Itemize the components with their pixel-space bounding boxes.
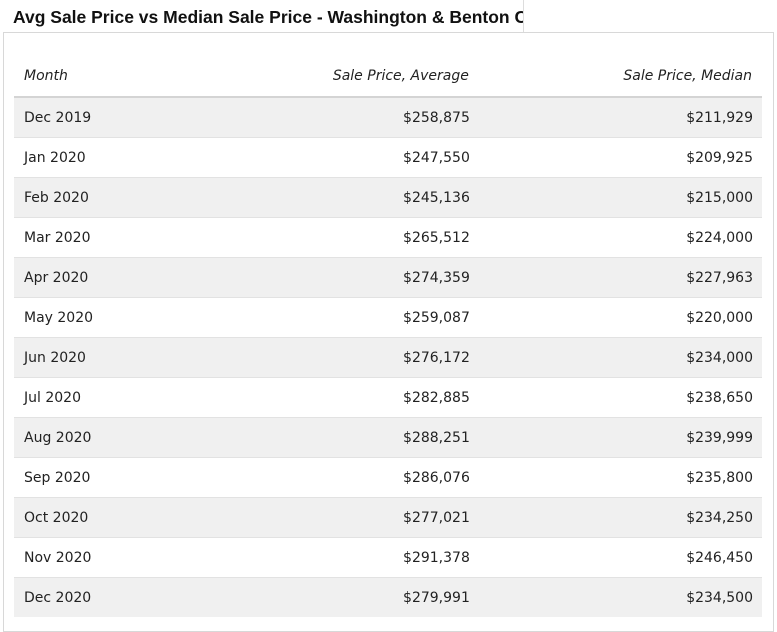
table-cell: $274,359 (181, 257, 479, 298)
table-cell: $288,251 (181, 417, 479, 458)
table-cell: $209,925 (478, 137, 762, 178)
title: Avg Sale Price vs Median Sale Price - Wa… (13, 7, 524, 27)
table-row: Jul 2020 $282,885 $238,650 (14, 377, 762, 418)
table-cell: $224,000 (478, 217, 762, 258)
table-cell: Sep 2020 (14, 457, 182, 498)
table-cell: $286,076 (181, 457, 479, 498)
column-header: Sale Price, Median (478, 55, 762, 98)
title-tab: Avg Sale Price vs Median Sale Price - Wa… (5, 0, 524, 32)
column-header: Month (14, 55, 182, 98)
table-cell: $291,378 (181, 537, 479, 578)
table-cell: $247,550 (181, 137, 479, 178)
table-cell: $220,000 (478, 297, 762, 338)
table-row: Feb 2020 $245,136 $215,000 (14, 177, 762, 218)
table-cell: $227,963 (478, 257, 762, 298)
table-cell: Dec 2020 (14, 577, 182, 617)
table-cell: $279,991 (181, 577, 479, 617)
table-cell: $245,136 (181, 177, 479, 218)
table-cell: $276,172 (181, 337, 479, 378)
header-row: Month Sale Price, Average Sale Price, Me… (14, 55, 762, 98)
page: Avg Sale Price vs Median Sale Price - Wa… (3, 0, 774, 632)
table-cell: $258,875 (181, 96, 479, 138)
table-row: Dec 2020 $279,991 $234,500 (14, 577, 762, 617)
table-row: Sep 2020 $286,076 $235,800 (14, 457, 762, 498)
table-cell: $234,250 (478, 497, 762, 538)
table-cell: $282,885 (181, 377, 479, 418)
table-cell: $234,500 (478, 577, 762, 617)
table-cell: Nov 2020 (14, 537, 182, 578)
table-cell: Jul 2020 (14, 377, 182, 418)
table-cell: Dec 2019 (14, 96, 182, 138)
table-body: Dec 2019 $258,875 $211,929 Jan 2020 $247,550… (14, 96, 762, 617)
table-cell: $238,650 (478, 377, 762, 418)
table-cell: $246,450 (478, 537, 762, 578)
table-cell: Aug 2020 (14, 417, 182, 458)
table-cell: Apr 2020 (14, 257, 182, 298)
table-cell: Oct 2020 (14, 497, 182, 538)
table-cell: $239,999 (478, 417, 762, 458)
table-row: Oct 2020 $277,021 $234,250 (14, 497, 762, 538)
table-row: Apr 2020 $274,359 $227,963 (14, 257, 762, 298)
table-cell: Jun 2020 (14, 337, 182, 378)
table-cell: Jan 2020 (14, 137, 182, 178)
table-cell: $235,800 (478, 457, 762, 498)
table-row: Nov 2020 $291,378 $246,450 (14, 537, 762, 578)
table-row: Aug 2020 $288,251 $239,999 (14, 417, 762, 458)
table-cell: Mar 2020 (14, 217, 182, 258)
table: Month Sale Price, Average Sale Price, Me… (14, 55, 762, 617)
table-cell: $265,512 (181, 217, 479, 258)
table-cell: $211,929 (478, 96, 762, 138)
table-cell: $215,000 (478, 177, 762, 218)
table-row: Mar 2020 $265,512 $224,000 (14, 217, 762, 258)
table-cell: Feb 2020 (14, 177, 182, 218)
table-cell: May 2020 (14, 297, 182, 338)
table-cell: $259,087 (181, 297, 479, 338)
table-row: Dec 2019 $258,875 $211,929 (14, 96, 762, 138)
table-cell: $277,021 (181, 497, 479, 538)
table-row: Jun 2020 $276,172 $234,000 (14, 337, 762, 378)
table-row: Jan 2020 $247,550 $209,925 (14, 137, 762, 178)
column-header: Sale Price, Average (181, 55, 479, 98)
table-row: May 2020 $259,087 $220,000 (14, 297, 762, 338)
table-cell: $234,000 (478, 337, 762, 378)
